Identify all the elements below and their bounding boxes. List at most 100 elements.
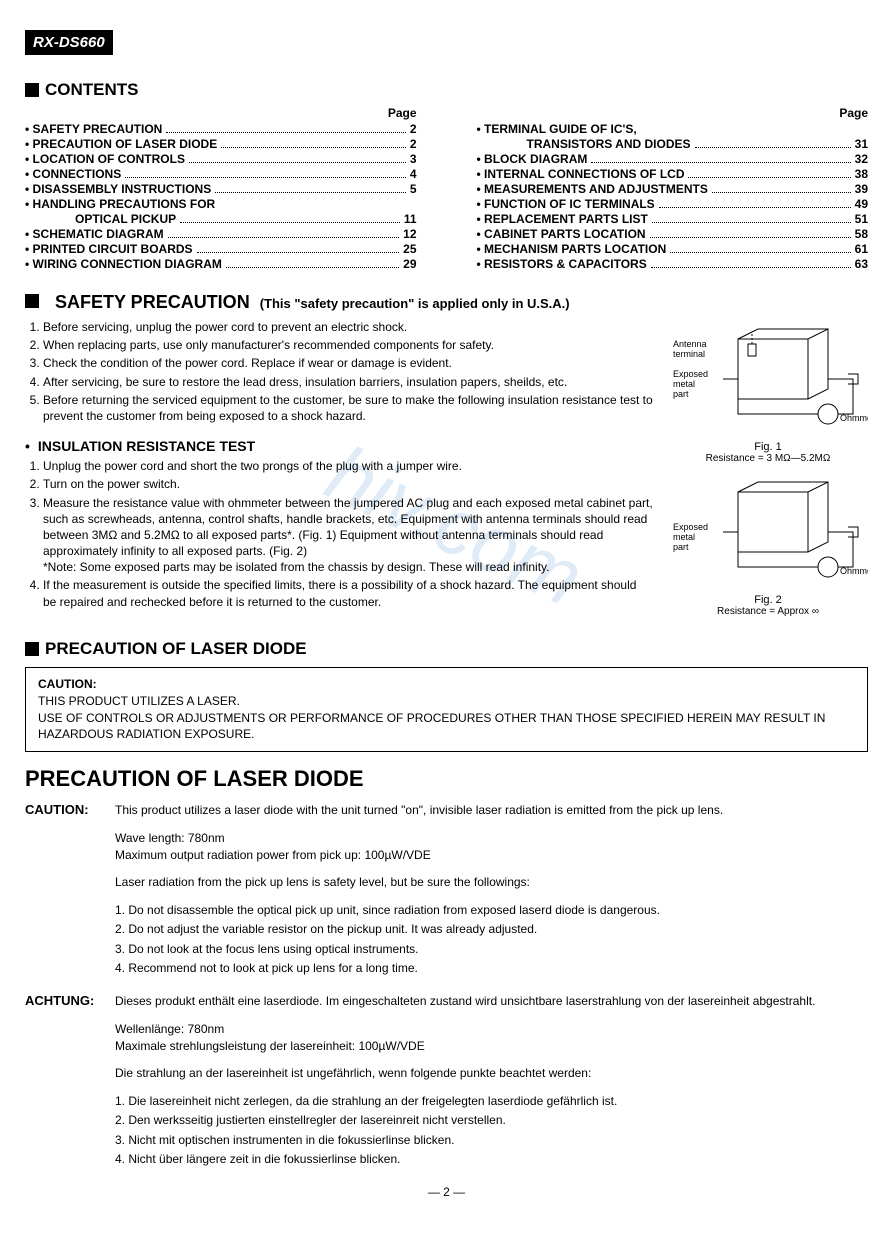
toc-dots — [688, 177, 850, 178]
toc-dots — [712, 192, 851, 193]
toc-dots — [221, 147, 406, 148]
toc-dots — [670, 252, 850, 253]
toc-row: • TERMINAL GUIDE OF IC'S, — [477, 122, 869, 136]
list-item: Measure the resistance value with ohmmet… — [43, 495, 653, 576]
toc-page: 25 — [403, 242, 416, 256]
toc-page: 49 — [855, 197, 868, 211]
ohmmeter-label: Ohmmeter — [840, 566, 868, 576]
toc-dots — [659, 207, 851, 208]
toc-dots — [125, 177, 406, 178]
toc-row: • HANDLING PRECAUTIONS FOR — [25, 197, 417, 211]
figure-2: Exposed metal part Ohmmeter Fig. 2 Resis… — [668, 472, 868, 617]
toc-label: • WIRING CONNECTION DIAGRAM — [25, 257, 222, 271]
caution-line-2: USE OF CONTROLS OR ADJUSTMENTS OR PERFOR… — [38, 710, 855, 744]
toc-row: • SAFETY PRECAUTION 2 — [25, 122, 417, 136]
insulation-list: Unplug the power cord and short the two … — [25, 458, 653, 610]
laser-heading: PRECAUTION OF LASER DIODE — [25, 639, 868, 659]
svg-text:part: part — [673, 542, 689, 552]
caution-german: ACHTUNG: Dieses produkt enthält eine las… — [25, 993, 868, 1170]
toc-dots — [189, 162, 406, 163]
square-icon — [25, 83, 39, 97]
toc-label: • CONNECTIONS — [25, 167, 121, 181]
toc-label: • FUNCTION OF IC TERMINALS — [477, 197, 655, 211]
figures-column: Antenna terminal Exposed metal part Ohmm… — [668, 319, 868, 625]
contents-heading: CONTENTS — [25, 80, 868, 100]
page-header: Page — [25, 106, 417, 120]
exposed-label: Exposed — [673, 522, 708, 532]
list-item: When replacing parts, use only manufactu… — [43, 337, 653, 353]
svg-text:metal: metal — [673, 379, 695, 389]
square-icon — [25, 294, 39, 308]
list-item: 2. Den werksseitig justierten einstellre… — [115, 1112, 868, 1129]
safety-list: Before servicing, unplug the power cord … — [25, 319, 653, 424]
toc-label: • SAFETY PRECAUTION — [25, 122, 162, 136]
list-item: 4. Recommend not to look at pick up lens… — [115, 960, 868, 977]
fig2-caption: Fig. 2 — [668, 594, 868, 606]
wavelength-en: Wave length: 780nm — [115, 831, 225, 845]
toc-label: • PRINTED CIRCUIT BOARDS — [25, 242, 193, 256]
toc-label: • PRECAUTION OF LASER DIODE — [25, 137, 217, 151]
caution-de-p1: Dieses produkt enthält eine laserdiode. … — [115, 993, 868, 1010]
toc-row: • PRECAUTION OF LASER DIODE2 — [25, 137, 417, 151]
toc-dots — [695, 147, 851, 148]
toc-row: • LOCATION OF CONTROLS3 — [25, 152, 417, 166]
square-icon — [25, 642, 39, 656]
toc-row: • DISASSEMBLY INSTRUCTIONS5 — [25, 182, 417, 196]
list-item: If the measurement is outside the specif… — [43, 577, 653, 609]
toc-row: • FUNCTION OF IC TERMINALS 49 — [477, 197, 869, 211]
toc-page: 2 — [410, 122, 417, 136]
toc-label: • BLOCK DIAGRAM — [477, 152, 588, 166]
toc-label: • SCHEMATIC DIAGRAM — [25, 227, 164, 241]
fig1-caption: Fig. 1 — [668, 441, 868, 453]
toc-page: 4 — [410, 167, 417, 181]
list-item: Before servicing, unplug the power cord … — [43, 319, 653, 335]
list-item: 1. Do not disassemble the optical pick u… — [115, 902, 868, 919]
caution-de-p3: Die strahlung an der lasereinheit ist un… — [115, 1065, 868, 1082]
toc-dots — [166, 132, 405, 133]
toc-page: 29 — [403, 257, 416, 271]
caution-label: CAUTION: — [38, 676, 855, 693]
toc-label: • CABINET PARTS LOCATION — [477, 227, 646, 241]
caution-en-p3: Laser radiation from the pick up lens is… — [115, 874, 868, 891]
list-item: 4. Nicht über längere zeit in die fokuss… — [115, 1151, 868, 1168]
toc-label: TRANSISTORS AND DIODES — [527, 137, 691, 151]
list-item: Check the condition of the power cord. R… — [43, 355, 653, 371]
table-of-contents: Page • SAFETY PRECAUTION2• PRECAUTION OF… — [25, 106, 868, 272]
list-item: 3. Do not look at the focus lens using o… — [115, 941, 868, 958]
fig1-resistance: Resistance = 3 MΩ—5.2MΩ — [668, 453, 868, 464]
toc-label: • LOCATION OF CONTROLS — [25, 152, 185, 166]
toc-row: • INTERNAL CONNECTIONS OF LCD38 — [477, 167, 869, 181]
toc-row: • BLOCK DIAGRAM 32 — [477, 152, 869, 166]
page-header: Page — [477, 106, 869, 120]
insulation-heading: INSULATION RESISTANCE TEST — [25, 438, 653, 454]
toc-dots — [215, 192, 406, 193]
toc-page: 11 — [404, 212, 417, 226]
toc-page: 61 — [855, 242, 868, 256]
toc-row: • REPLACEMENT PARTS LIST51 — [477, 212, 869, 226]
list-item: 1. Die lasereinheit nicht zerlegen, da d… — [115, 1093, 868, 1110]
toc-label: • RESISTORS & CAPACITORS — [477, 257, 647, 271]
caution-en-label: CAUTION: — [25, 802, 115, 979]
safety-title: SAFETY PRECAUTION — [55, 292, 250, 313]
list-item: Before returning the serviced equipment … — [43, 392, 653, 424]
caution-box: CAUTION: THIS PRODUCT UTILIZES A LASER. … — [25, 667, 868, 752]
toc-label: • REPLACEMENT PARTS LIST — [477, 212, 648, 226]
maxpower-de: Maximale strehlungsleistung der laserein… — [115, 1039, 425, 1053]
toc-right-column: Page • TERMINAL GUIDE OF IC'S,TRANSISTOR… — [477, 106, 869, 272]
toc-page: 39 — [855, 182, 868, 196]
toc-dots — [168, 237, 400, 238]
safety-heading-row: SAFETY PRECAUTION (This "safety precauti… — [25, 292, 868, 313]
toc-label: • INTERNAL CONNECTIONS OF LCD — [477, 167, 685, 181]
caution-line-1: THIS PRODUCT UTILIZES A LASER. — [38, 693, 855, 710]
svg-text:metal: metal — [673, 532, 695, 542]
toc-dots — [197, 252, 400, 253]
toc-label: OPTICAL PICKUP — [75, 212, 176, 226]
toc-dots — [226, 267, 399, 268]
safety-text-column: Before servicing, unplug the power cord … — [25, 319, 653, 625]
toc-row: • MECHANISM PARTS LOCATION61 — [477, 242, 869, 256]
toc-row: • SCHEMATIC DIAGRAM12 — [25, 227, 417, 241]
list-item: 2. Do not adjust the variable resistor o… — [115, 921, 868, 938]
toc-row: • WIRING CONNECTION DIAGRAM 29 — [25, 257, 417, 271]
toc-page: 32 — [855, 152, 868, 166]
toc-label: • DISASSEMBLY INSTRUCTIONS — [25, 182, 211, 196]
